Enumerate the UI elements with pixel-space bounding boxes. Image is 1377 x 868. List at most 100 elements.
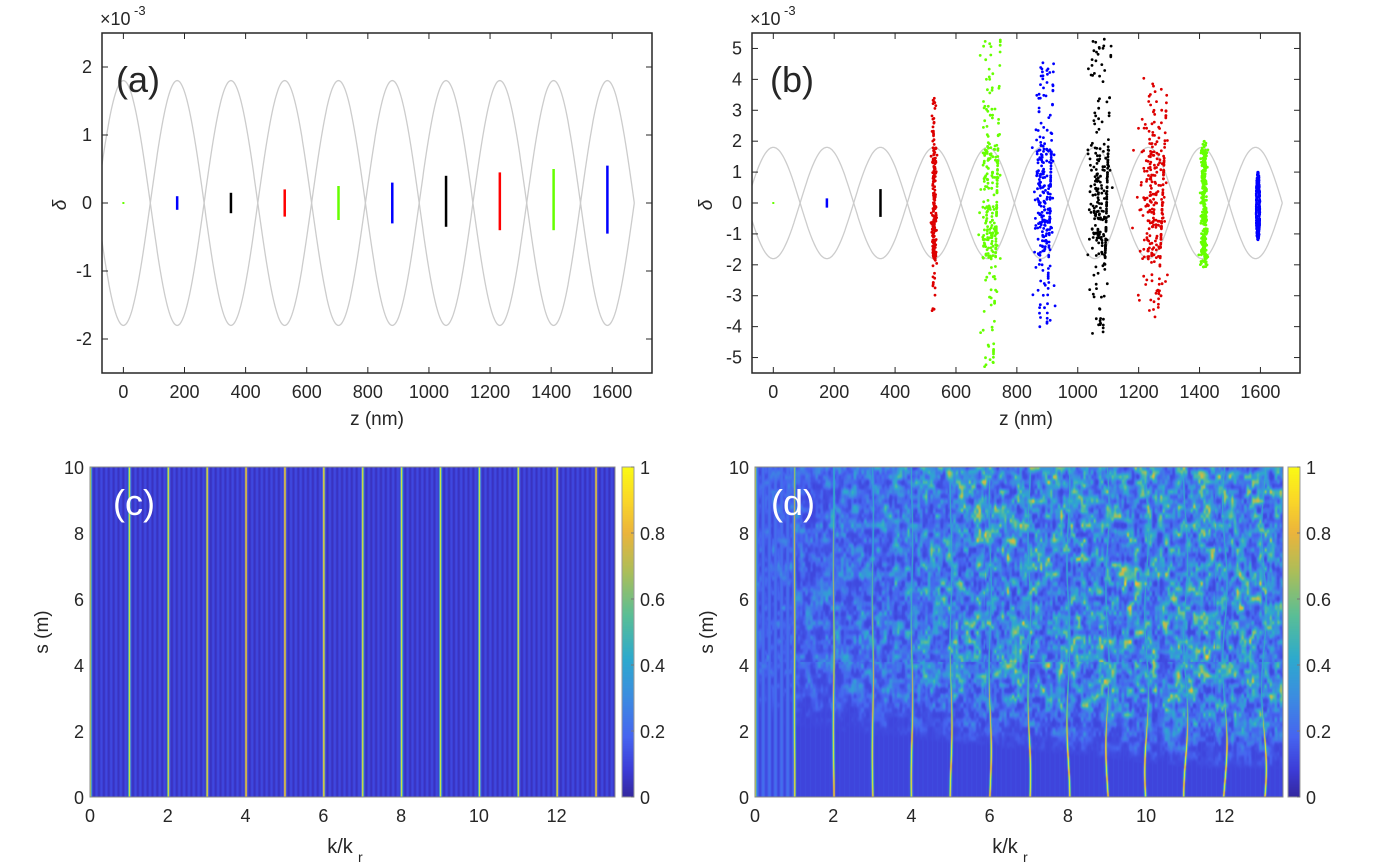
- bunch: [929, 96, 939, 312]
- particle-point: [1038, 194, 1042, 198]
- particle-point: [1204, 179, 1208, 183]
- separatrix-lower: [203, 202, 259, 327]
- particle-point: [1103, 268, 1107, 271]
- panel-d-ylabel: s (m): [697, 610, 718, 653]
- particle-point: [996, 155, 1000, 158]
- particle-point: [932, 220, 936, 223]
- particle-point: [1197, 253, 1201, 257]
- y-tick-label: 2: [732, 131, 742, 151]
- particle-point: [1104, 225, 1108, 229]
- particle-point: [1152, 120, 1156, 124]
- panel-c-xlabel-main: k/k: [327, 836, 354, 858]
- particle-point: [1152, 84, 1155, 88]
- particle-point: [1155, 140, 1159, 144]
- x-tick-label: 12: [547, 806, 567, 826]
- x-tick-label: 1200: [1119, 382, 1159, 402]
- particle-point: [1105, 238, 1109, 242]
- particle-point: [932, 121, 936, 125]
- particle-point: [1105, 197, 1109, 201]
- particle-point: [987, 204, 991, 208]
- particle-point: [1104, 156, 1108, 160]
- particle-point: [1157, 297, 1160, 301]
- separatrix-lower: [526, 202, 582, 327]
- particle-point: [992, 355, 995, 359]
- particle-point: [933, 185, 936, 189]
- particle-point: [933, 198, 937, 202]
- particle-point: [1042, 161, 1045, 165]
- x-tick-label: 1400: [1180, 382, 1220, 402]
- particle-point: [986, 141, 990, 145]
- particle-point: [985, 172, 989, 176]
- particle-point: [1094, 193, 1097, 197]
- particle-point: [998, 40, 1002, 44]
- colorbar-tick-label: 0.2: [640, 722, 665, 742]
- particle-point: [993, 176, 997, 179]
- particle-point: [989, 246, 993, 250]
- particle-point: [1035, 93, 1039, 97]
- particle-point: [1038, 135, 1042, 139]
- particle-point: [990, 325, 994, 329]
- panel-c: 0 2 4 6 8 10 12 0 2 4 6 8 10 0 0.2 0.4 0.6 0.8 1 (c) k/k…: [32, 458, 665, 865]
- particle-point: [985, 125, 989, 128]
- separatrix-lower: [149, 202, 205, 327]
- particle-point: [1045, 240, 1049, 243]
- particle-point: [1095, 238, 1098, 242]
- particle-point: [1257, 224, 1261, 227]
- particle-point: [1256, 238, 1260, 241]
- particle-point: [1153, 90, 1157, 93]
- particle-point: [1046, 192, 1050, 196]
- particle-point: [984, 245, 988, 249]
- particle-point: [1047, 240, 1051, 244]
- particle-point: [1049, 155, 1053, 159]
- particle-point: [1154, 201, 1158, 205]
- particle-point: [1094, 254, 1098, 257]
- particle-point: [995, 203, 999, 207]
- particle-point: [932, 244, 936, 247]
- separatrix-upper: [526, 79, 582, 204]
- particle-point: [1141, 214, 1145, 217]
- particle-point: [1045, 81, 1049, 84]
- particle-point: [1040, 220, 1044, 224]
- particle-point: [1047, 233, 1051, 237]
- particle-point: [1048, 209, 1052, 213]
- particle-point: [983, 148, 987, 152]
- particle-point: [1105, 282, 1109, 286]
- particle-point: [1043, 142, 1046, 146]
- particle-point: [1094, 59, 1098, 63]
- panel-a-exponent: -3: [134, 3, 146, 18]
- particle-point: [1105, 185, 1109, 189]
- particle-point: [1152, 203, 1156, 207]
- particle-point: [1154, 225, 1158, 229]
- particle-point: [986, 207, 990, 211]
- particle-point: [1255, 206, 1258, 210]
- particle-point: [1203, 205, 1207, 209]
- particle-point: [1258, 200, 1261, 204]
- particle-point: [1105, 204, 1108, 208]
- particle-point: [1047, 253, 1051, 257]
- particle-point: [1200, 164, 1204, 168]
- particle-point: [1041, 239, 1044, 243]
- particle-point: [983, 175, 987, 179]
- panel-c-xlabel-sub: r: [358, 849, 363, 865]
- particle-point: [990, 88, 994, 92]
- particle-point: [933, 271, 936, 275]
- particle-point: [1036, 171, 1039, 175]
- particle-point: [1039, 204, 1043, 208]
- panel-a: 0 200 400 600 800 1000 1200 1400 1600 -2 -1 0 1 2 (a…: [50, 3, 653, 430]
- particle-point: [1160, 108, 1164, 112]
- separatrix-upper: [418, 79, 474, 204]
- y-tick-label: 0: [74, 788, 84, 808]
- y-tick-label: -2: [726, 255, 742, 275]
- particle-point: [990, 86, 994, 90]
- particle-point: [1157, 302, 1160, 306]
- particle-point: [1053, 304, 1057, 308]
- particle-point: [1052, 62, 1055, 66]
- particle-point: [1043, 283, 1047, 287]
- particle-point: [1154, 256, 1158, 259]
- particle-point: [1158, 277, 1161, 281]
- particle-point: [1154, 248, 1158, 252]
- particle-point: [1135, 195, 1139, 199]
- particle-point: [1096, 228, 1100, 232]
- particle-point: [1162, 160, 1166, 164]
- x-tick-label: 2: [828, 806, 838, 826]
